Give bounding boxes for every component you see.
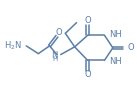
Text: O: O (55, 28, 62, 37)
Text: H: H (53, 56, 58, 62)
Text: O: O (84, 70, 91, 79)
Text: H$_2$N: H$_2$N (4, 40, 22, 52)
Text: NH: NH (109, 30, 122, 39)
Text: NH: NH (109, 57, 122, 66)
Text: O: O (84, 16, 91, 25)
Text: N: N (52, 51, 58, 60)
Text: O: O (128, 43, 134, 52)
